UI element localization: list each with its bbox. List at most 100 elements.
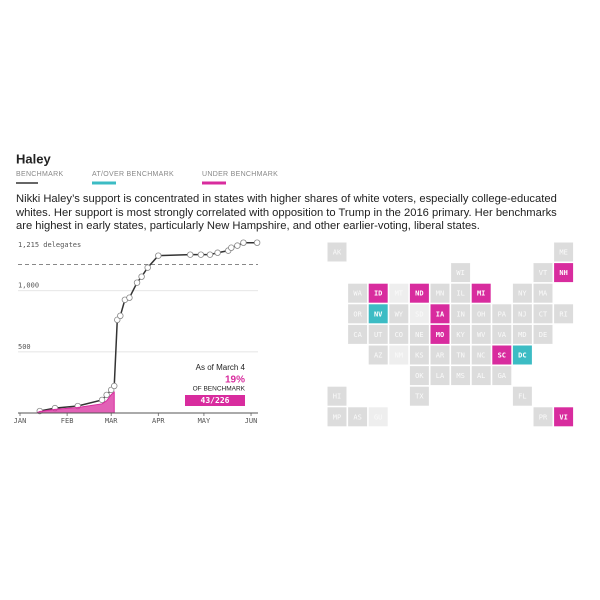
state-tile <box>471 345 491 365</box>
point <box>253 239 261 246</box>
state-tile <box>389 324 409 344</box>
state-label: VA <box>498 331 507 339</box>
state-label: VT <box>539 269 548 277</box>
state-tile <box>512 283 532 303</box>
state-tile <box>512 304 532 324</box>
state-label: WI <box>456 269 464 277</box>
state-tile <box>512 386 532 406</box>
point <box>117 312 124 320</box>
state-label: NJ <box>518 310 526 318</box>
state-label: AS <box>353 413 361 421</box>
state-label: MD <box>518 331 526 339</box>
point <box>138 273 145 280</box>
point <box>98 396 106 404</box>
state-tile <box>471 304 491 324</box>
legend-label: AT/OVER BENCHMARK <box>92 171 174 178</box>
state-tile <box>348 407 368 427</box>
state-label: KY <box>456 331 465 339</box>
annotation-ratio: 43/226 <box>201 396 230 405</box>
state-tile <box>389 304 409 324</box>
state-label: SD <box>415 310 423 318</box>
x-tick-label: APR <box>152 417 165 425</box>
state-tile <box>368 283 388 303</box>
chart-title: Haley <box>16 151 51 166</box>
state-tile <box>471 283 491 303</box>
state-label: MA <box>539 290 548 298</box>
point <box>228 244 235 251</box>
state-label: AK <box>333 249 342 257</box>
state-label: NE <box>415 331 423 339</box>
state-tile <box>451 324 471 344</box>
state-tile <box>430 283 450 303</box>
state-tile <box>451 366 471 386</box>
state-tile <box>451 283 471 303</box>
state-label: AR <box>436 352 445 360</box>
state-tile <box>471 324 491 344</box>
state-tile <box>327 386 347 406</box>
state-label: HI <box>333 393 341 401</box>
state-tile <box>430 345 450 365</box>
state-tile <box>409 324 429 344</box>
state-tile <box>512 345 532 365</box>
state-tile <box>430 324 450 344</box>
state-tile <box>409 304 429 324</box>
state-tile <box>492 345 512 365</box>
state-label: ND <box>415 290 423 298</box>
state-label: ME <box>559 249 567 257</box>
state-tile <box>409 386 429 406</box>
state-tile <box>409 283 429 303</box>
state-label: IL <box>456 290 464 298</box>
state-tile <box>451 304 471 324</box>
state-label: MO <box>436 331 444 339</box>
point <box>155 252 162 259</box>
point <box>144 264 151 271</box>
legend-label: UNDER BENCHMARK <box>202 171 278 178</box>
state-label: CO <box>395 331 403 339</box>
state-label: DE <box>539 331 547 339</box>
state-tile <box>512 324 532 344</box>
state-label: CT <box>539 310 548 318</box>
state-label: RI <box>559 310 567 318</box>
state-tile <box>492 324 512 344</box>
state-label: MS <box>456 372 464 380</box>
state-tile <box>554 407 574 427</box>
state-tile <box>533 407 553 427</box>
state-label: OH <box>477 310 485 318</box>
annotation-date: As of March 4 <box>196 363 246 372</box>
state-label: PA <box>498 310 507 318</box>
state-tile <box>533 283 553 303</box>
state-label: OK <box>415 372 424 380</box>
state-label: UT <box>374 331 383 339</box>
state-tile <box>554 263 574 283</box>
state-tile <box>430 304 450 324</box>
point <box>111 382 118 390</box>
state-tile <box>451 345 471 365</box>
state-tile <box>409 345 429 365</box>
point <box>240 239 247 246</box>
y-tick-label: 1,215 delegates <box>18 241 81 249</box>
state-label: FL <box>518 393 526 401</box>
state-label: IA <box>436 310 445 318</box>
state-tile <box>368 345 388 365</box>
state-tile <box>327 407 347 427</box>
state-label: WA <box>353 290 362 298</box>
state-tile <box>533 304 553 324</box>
point <box>133 279 141 286</box>
state-label: NC <box>477 352 485 360</box>
state-tile <box>554 304 574 324</box>
x-tick-label: MAY <box>198 417 211 425</box>
x-tick-label: MAR <box>105 417 118 425</box>
state-label: ID <box>374 290 382 298</box>
x-tick-label: JAN <box>14 417 27 425</box>
point <box>214 249 221 256</box>
state-tile <box>389 345 409 365</box>
state-tile <box>389 283 409 303</box>
area <box>36 391 115 414</box>
state-tile <box>368 324 388 344</box>
state-label: MP <box>333 413 341 421</box>
state-label: MN <box>436 290 444 298</box>
annotation-caption: OF BENCHMARK <box>193 386 246 393</box>
legend-label: BENCHMARK <box>16 171 63 178</box>
state-tile <box>471 366 491 386</box>
